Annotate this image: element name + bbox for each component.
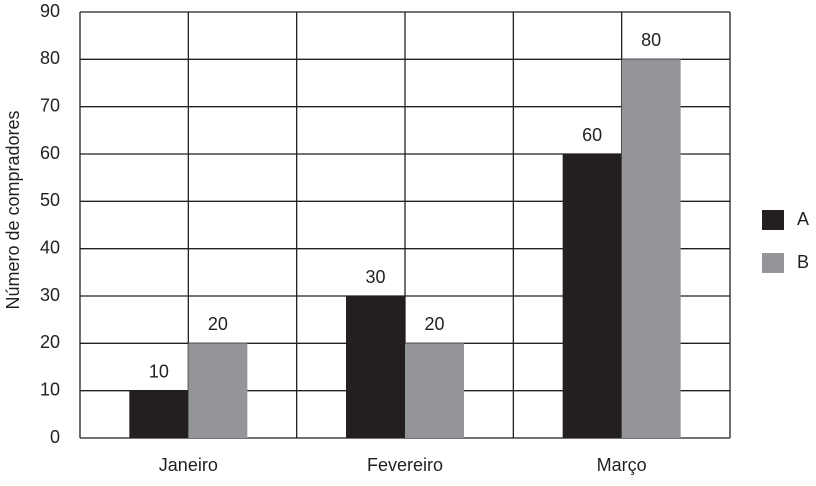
y-tick-label: 30 bbox=[40, 285, 60, 305]
y-tick-label: 90 bbox=[40, 1, 60, 21]
value-label: 20 bbox=[208, 314, 228, 334]
y-tick-label: 10 bbox=[40, 379, 60, 399]
bar bbox=[346, 296, 405, 438]
bar bbox=[621, 59, 681, 438]
value-label: 20 bbox=[424, 314, 444, 334]
y-tick-label: 80 bbox=[40, 48, 60, 68]
y-axis-label: Número de compradores bbox=[3, 110, 23, 309]
legend-swatch bbox=[762, 253, 784, 273]
value-label: 30 bbox=[365, 267, 385, 287]
y-tick-label: 70 bbox=[40, 95, 60, 115]
legend-label: B bbox=[797, 252, 809, 272]
x-tick-label: Fevereiro bbox=[367, 455, 443, 475]
legend-label: A bbox=[797, 209, 809, 229]
bar bbox=[129, 390, 189, 438]
value-label: 80 bbox=[641, 30, 661, 50]
y-tick-label: 20 bbox=[40, 332, 60, 352]
x-tick-label: Janeiro bbox=[159, 455, 218, 475]
y-tick-label: 50 bbox=[40, 190, 60, 210]
y-tick-label: 40 bbox=[40, 237, 60, 257]
bar bbox=[405, 343, 464, 438]
bar bbox=[188, 343, 248, 438]
value-label: 10 bbox=[149, 361, 169, 381]
x-tick-label: Março bbox=[597, 455, 647, 475]
value-label: 60 bbox=[582, 125, 602, 145]
y-tick-label: 0 bbox=[50, 427, 60, 447]
y-tick-label: 60 bbox=[40, 143, 60, 163]
bar bbox=[562, 154, 622, 438]
legend-swatch bbox=[762, 210, 784, 230]
